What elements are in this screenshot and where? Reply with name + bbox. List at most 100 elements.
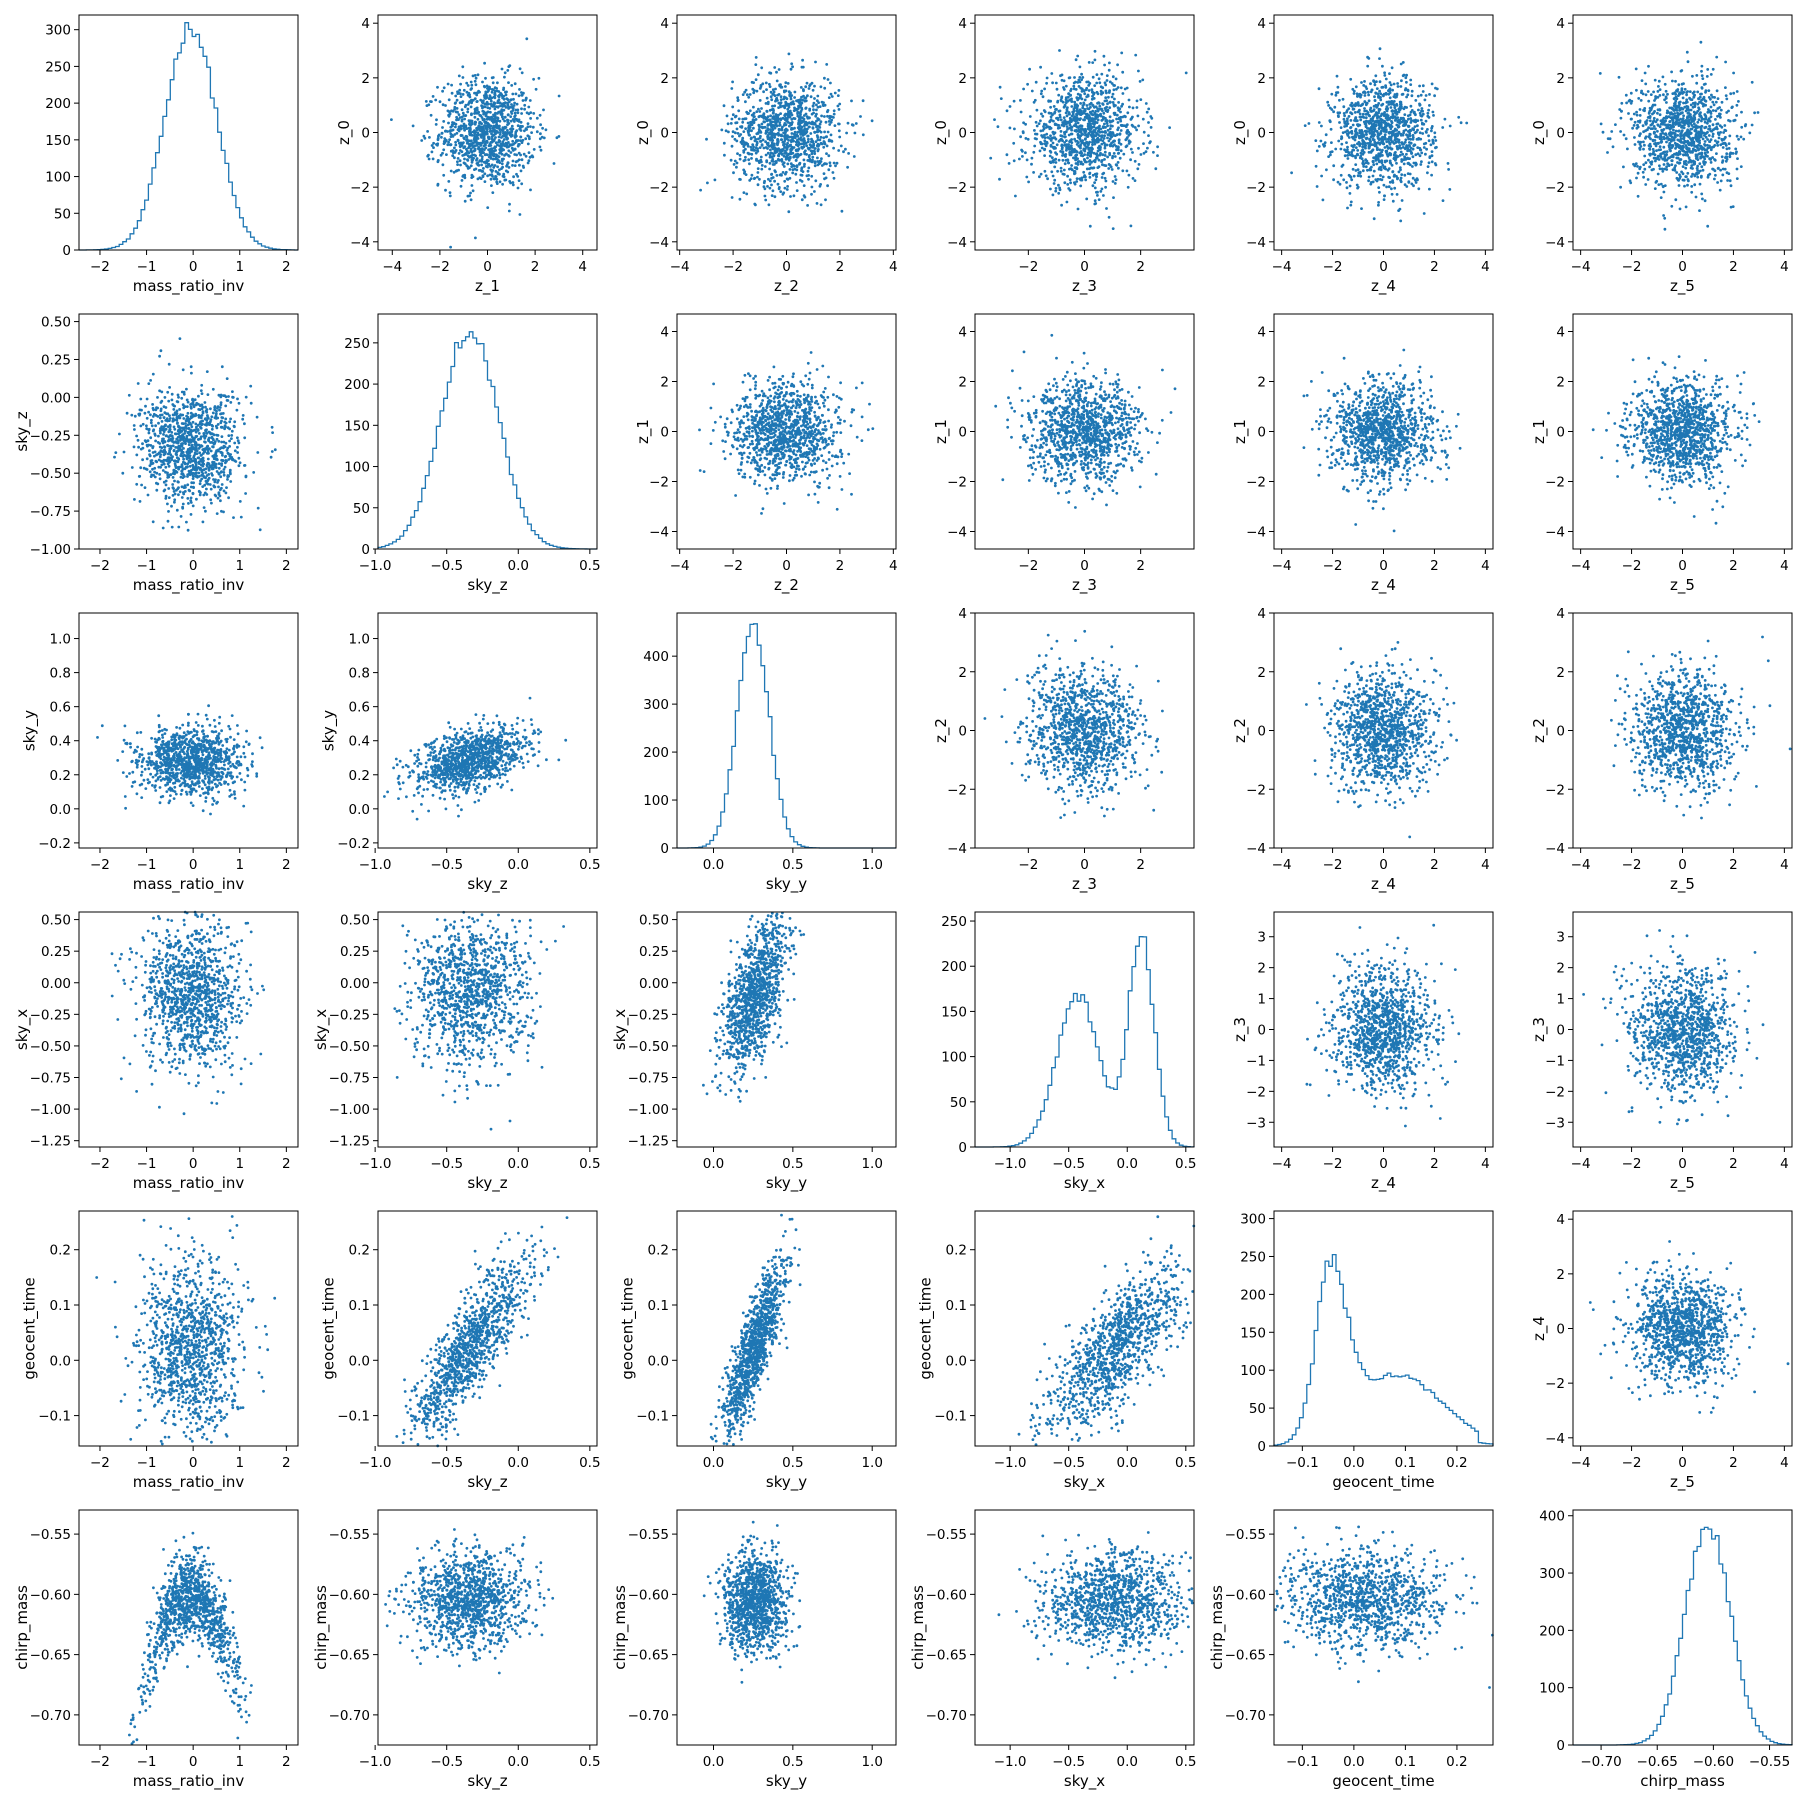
scatter-point — [770, 98, 773, 101]
scatter-point — [786, 118, 789, 121]
scatter-point — [817, 101, 820, 104]
scatter-point — [820, 85, 823, 88]
scatter-point — [1367, 91, 1370, 94]
scatter-point — [803, 151, 806, 154]
scatter-point — [1093, 92, 1096, 95]
scatter-point — [508, 101, 511, 104]
scatter-point — [1331, 150, 1334, 153]
scatter-point — [1410, 121, 1413, 124]
scatter-point — [1419, 163, 1422, 166]
scatter-point — [1117, 101, 1120, 104]
scatter-point — [805, 153, 808, 156]
scatter-point — [751, 174, 754, 177]
scatter-point — [456, 160, 459, 163]
scatter-point — [443, 137, 446, 140]
scatter-point — [1085, 114, 1088, 117]
scatter-point — [489, 129, 492, 132]
scatter-point — [1344, 154, 1347, 157]
scatter-point — [1049, 188, 1052, 191]
scatter-point — [471, 161, 474, 164]
scatter-point — [1040, 113, 1043, 116]
scatter-point — [1428, 139, 1431, 142]
scatter-point — [812, 123, 815, 126]
scatter-point — [1414, 125, 1417, 128]
scatter-point — [1085, 198, 1088, 201]
scatter-point — [732, 171, 735, 174]
scatter-point — [1076, 55, 1079, 58]
scatter-point — [420, 139, 423, 142]
scatter-point — [1088, 89, 1091, 92]
scatter-point — [748, 153, 751, 156]
scatter-point — [1078, 152, 1081, 155]
scatter-point — [464, 114, 467, 117]
scatter-point — [1407, 180, 1410, 183]
scatter-point — [731, 81, 734, 84]
scatter-point — [1112, 75, 1115, 78]
scatter-point — [466, 159, 469, 162]
scatter-point — [498, 136, 501, 139]
scatter-point — [1084, 131, 1087, 134]
scatter-point — [465, 104, 468, 107]
scatter-point — [491, 169, 494, 172]
scatter-point — [1063, 116, 1066, 119]
scatter-point — [1033, 101, 1036, 104]
scatter-point — [481, 101, 484, 104]
scatter-point — [798, 121, 801, 124]
scatter-point — [1077, 130, 1080, 133]
scatter-point — [784, 96, 787, 99]
scatter-point — [1098, 154, 1101, 157]
scatter-point — [523, 104, 526, 107]
scatter-point — [784, 101, 787, 104]
scatter-point — [443, 86, 446, 89]
scatter-point — [1093, 143, 1096, 146]
scatter-point — [494, 118, 497, 121]
scatter-point — [1039, 66, 1042, 69]
scatter-point — [1098, 198, 1101, 201]
scatter-point — [492, 125, 495, 128]
scatter-point — [1416, 129, 1419, 132]
scatter-point — [1096, 172, 1099, 175]
scatter-point — [505, 132, 508, 135]
scatter-point — [1073, 148, 1076, 151]
scatter-point — [1022, 88, 1025, 91]
scatter-point — [486, 87, 489, 90]
scatter-point — [782, 191, 785, 194]
y-tick-label: 0 — [660, 126, 669, 142]
scatter-point — [1418, 85, 1421, 88]
scatter-point — [442, 148, 445, 151]
scatter-point — [730, 159, 733, 162]
scatter-point — [765, 154, 768, 157]
scatter-point — [838, 108, 841, 111]
scatter-point — [1069, 126, 1072, 129]
scatter-point — [774, 171, 777, 174]
scatter-point — [762, 90, 765, 93]
scatter-point — [850, 100, 853, 103]
scatter-point — [440, 136, 443, 139]
scatter-point — [492, 128, 495, 131]
scatter-point — [757, 73, 760, 76]
scatter-point — [1405, 74, 1408, 77]
scatter-point — [827, 154, 830, 157]
scatter-point — [1077, 122, 1080, 125]
scatter-point — [1410, 105, 1413, 108]
scatter-point — [1063, 123, 1066, 126]
scatter-point — [502, 149, 505, 152]
scatter-point — [847, 152, 850, 155]
scatter-point — [812, 146, 815, 149]
scatter-point — [510, 98, 513, 101]
scatter-point — [812, 105, 815, 108]
scatter-point — [553, 162, 556, 165]
scatter-point — [486, 206, 489, 209]
scatter-point — [503, 102, 506, 105]
y-tick-label: 300 — [45, 23, 71, 39]
scatter-point — [736, 162, 739, 165]
scatter-point — [790, 152, 793, 155]
scatter-point — [779, 124, 782, 127]
scatter-point — [518, 143, 521, 146]
scatter-point — [511, 93, 514, 96]
scatter-point — [1096, 102, 1099, 105]
scatter-point — [1047, 100, 1050, 103]
scatter-point — [1113, 98, 1116, 101]
scatter-point — [489, 142, 492, 145]
scatter-point — [483, 120, 486, 123]
